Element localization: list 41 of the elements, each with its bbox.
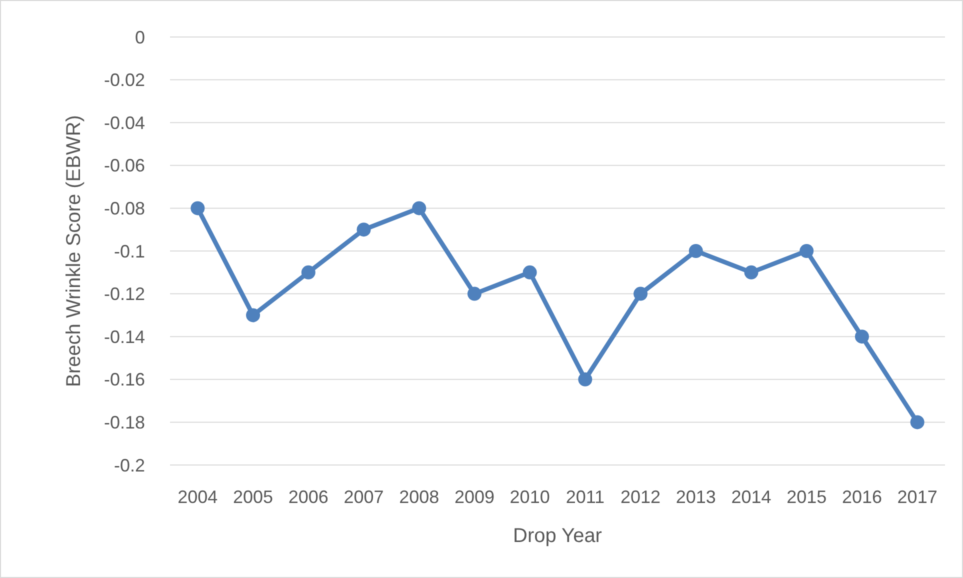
point: [190, 201, 205, 216]
point: [854, 330, 869, 344]
y-tick-label: -0.12: [104, 284, 145, 304]
x-tick-label: 2014: [731, 487, 772, 507]
y-axis-title: Breech Wrinkle Score (EBWR): [63, 115, 85, 387]
point: [800, 244, 814, 258]
point: [412, 201, 426, 216]
y-tick-label: -0.16: [104, 370, 145, 390]
y-tick-label: -0.1: [114, 241, 145, 262]
x-tick-label: 2013: [676, 487, 716, 507]
y-tick-label: -0.04: [104, 112, 145, 133]
x-tick-label: 2012: [620, 487, 661, 507]
point: [522, 265, 537, 280]
point: [301, 265, 316, 280]
x-tick-label: 2015: [786, 487, 827, 507]
x-tick-label: 2006: [288, 487, 328, 507]
y-tick-label: -0.08: [104, 198, 145, 218]
y-tick-label: -0.02: [104, 70, 145, 90]
point: [910, 415, 924, 430]
x-tick-label: 2017: [897, 487, 938, 507]
point: [467, 286, 482, 301]
point: [356, 222, 371, 237]
point: [246, 308, 260, 322]
y-tick-label: -0.14: [104, 326, 145, 347]
point: [634, 286, 648, 301]
x-tick-label: 2009: [454, 487, 494, 507]
y-tick-label: -0.06: [104, 156, 145, 176]
x-tick-label: 2004: [178, 487, 218, 507]
x-axis-title: Drop Year: [513, 525, 602, 547]
y-tick-label: -0.18: [104, 412, 145, 432]
x-tick-label: 2005: [233, 487, 274, 507]
x-tick-label: 2016: [842, 487, 882, 507]
x-tick-label: 2007: [344, 487, 384, 507]
x-tick-label: 2010: [510, 487, 550, 507]
point: [688, 244, 703, 258]
point: [744, 265, 758, 280]
point: [578, 372, 592, 386]
x-tick-label: 2011: [566, 487, 605, 507]
x-tick-label: 2008: [399, 487, 440, 507]
y-tick-label: 0: [134, 27, 145, 48]
y-tick-label: -0.2: [114, 455, 145, 476]
